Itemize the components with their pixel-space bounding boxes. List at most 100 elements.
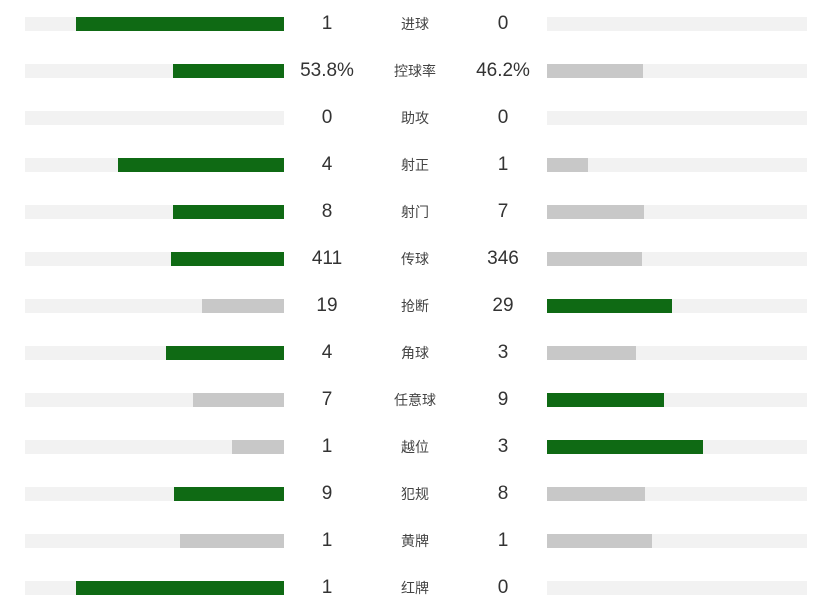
stat-label: 任意球 <box>394 392 436 408</box>
home-bar-fill <box>117 158 284 172</box>
stat-row: 411 传球 346 <box>0 244 828 274</box>
away-bar-fill <box>547 440 703 454</box>
away-bar-fill <box>547 346 636 360</box>
home-bar-track <box>25 487 284 501</box>
home-value: 4 <box>321 342 333 363</box>
home-bar-track <box>25 440 284 454</box>
away-value: 346 <box>487 248 519 269</box>
stat-row: 7 任意球 9 <box>0 385 828 415</box>
away-bar-track <box>547 158 807 172</box>
away-value: 0 <box>497 13 509 34</box>
stat-label: 角球 <box>401 345 429 361</box>
home-bar-fill <box>231 440 284 454</box>
home-bar-track <box>25 534 284 548</box>
home-value: 1 <box>321 436 333 457</box>
away-bar-track <box>547 346 807 360</box>
home-bar-track <box>25 299 284 313</box>
away-bar-track <box>547 205 807 219</box>
home-value: 1 <box>321 530 333 551</box>
stat-row: 53.8% 控球率 46.2% <box>0 56 828 86</box>
home-bar-fill <box>192 393 284 407</box>
stat-label: 射正 <box>401 157 429 173</box>
home-value: 1 <box>321 577 333 598</box>
away-bar-fill <box>547 64 643 78</box>
away-value: 1 <box>497 530 509 551</box>
away-bar-track <box>547 393 807 407</box>
away-value: 3 <box>497 436 509 457</box>
stat-label: 射门 <box>401 204 429 220</box>
home-bar-fill <box>171 252 284 266</box>
stat-label: 抢断 <box>401 298 429 314</box>
away-bar-track <box>547 534 807 548</box>
home-bar-track <box>25 205 284 219</box>
home-bar-track <box>25 393 284 407</box>
home-bar-fill <box>76 17 284 31</box>
home-bar-track <box>25 158 284 172</box>
away-value: 8 <box>497 483 509 504</box>
home-bar-fill <box>172 205 284 219</box>
away-value: 9 <box>497 389 509 410</box>
stat-row: 0 助攻 0 <box>0 103 828 133</box>
stat-label: 助攻 <box>401 110 429 126</box>
stat-label: 控球率 <box>394 63 436 79</box>
home-bar-track <box>25 64 284 78</box>
home-bar-track <box>25 252 284 266</box>
away-value: 7 <box>497 201 509 222</box>
away-value: 1 <box>497 154 509 175</box>
stat-row: 19 抢断 29 <box>0 291 828 321</box>
stat-row: 1 越位 3 <box>0 432 828 462</box>
home-bar-fill <box>179 534 284 548</box>
home-value: 9 <box>321 483 333 504</box>
home-value: 1 <box>321 13 333 34</box>
home-value: 19 <box>316 295 338 316</box>
stat-label: 红牌 <box>401 580 429 596</box>
home-bar-fill <box>165 346 284 360</box>
stat-row: 1 黄牌 1 <box>0 526 828 556</box>
home-value: 7 <box>321 389 333 410</box>
away-value: 29 <box>492 295 514 316</box>
home-bar-track <box>25 17 284 31</box>
stat-label: 传球 <box>401 251 429 267</box>
away-bar-track <box>547 581 807 595</box>
away-bar-track <box>547 440 807 454</box>
stat-row: 4 角球 3 <box>0 338 828 368</box>
away-bar-fill <box>547 393 664 407</box>
home-value: 0 <box>321 107 333 128</box>
home-bar-track <box>25 581 284 595</box>
away-bar-track <box>547 64 807 78</box>
stat-label: 黄牌 <box>401 533 429 549</box>
home-value: 4 <box>321 154 333 175</box>
away-bar-fill <box>547 252 642 266</box>
away-bar-fill <box>547 205 644 219</box>
home-bar-fill <box>76 581 284 595</box>
away-bar-track <box>547 487 807 501</box>
away-bar-track <box>547 111 807 125</box>
home-bar-fill <box>172 64 284 78</box>
away-value: 46.2% <box>476 60 530 81</box>
stat-row: 4 射正 1 <box>0 150 828 180</box>
home-value: 8 <box>321 201 333 222</box>
stat-label: 进球 <box>401 16 429 32</box>
home-value: 53.8% <box>300 60 354 81</box>
stat-row: 9 犯规 8 <box>0 479 828 509</box>
away-bar-fill <box>547 487 646 501</box>
home-bar-fill <box>201 299 284 313</box>
stat-label: 越位 <box>401 439 429 455</box>
stat-row: 1 进球 0 <box>0 9 828 39</box>
away-bar-fill <box>547 299 673 313</box>
home-bar-track <box>25 111 284 125</box>
home-bar-track <box>25 346 284 360</box>
home-value: 411 <box>311 248 343 269</box>
away-value: 3 <box>497 342 509 363</box>
stat-row: 1 红牌 0 <box>0 573 828 603</box>
home-bar-fill <box>173 487 284 501</box>
away-bar-track <box>547 252 807 266</box>
away-bar-fill <box>547 158 589 172</box>
away-bar-fill <box>547 534 652 548</box>
stat-row: 8 射门 7 <box>0 197 828 227</box>
away-value: 0 <box>497 577 509 598</box>
away-value: 0 <box>497 107 509 128</box>
stat-label: 犯规 <box>401 486 429 502</box>
away-bar-track <box>547 299 807 313</box>
